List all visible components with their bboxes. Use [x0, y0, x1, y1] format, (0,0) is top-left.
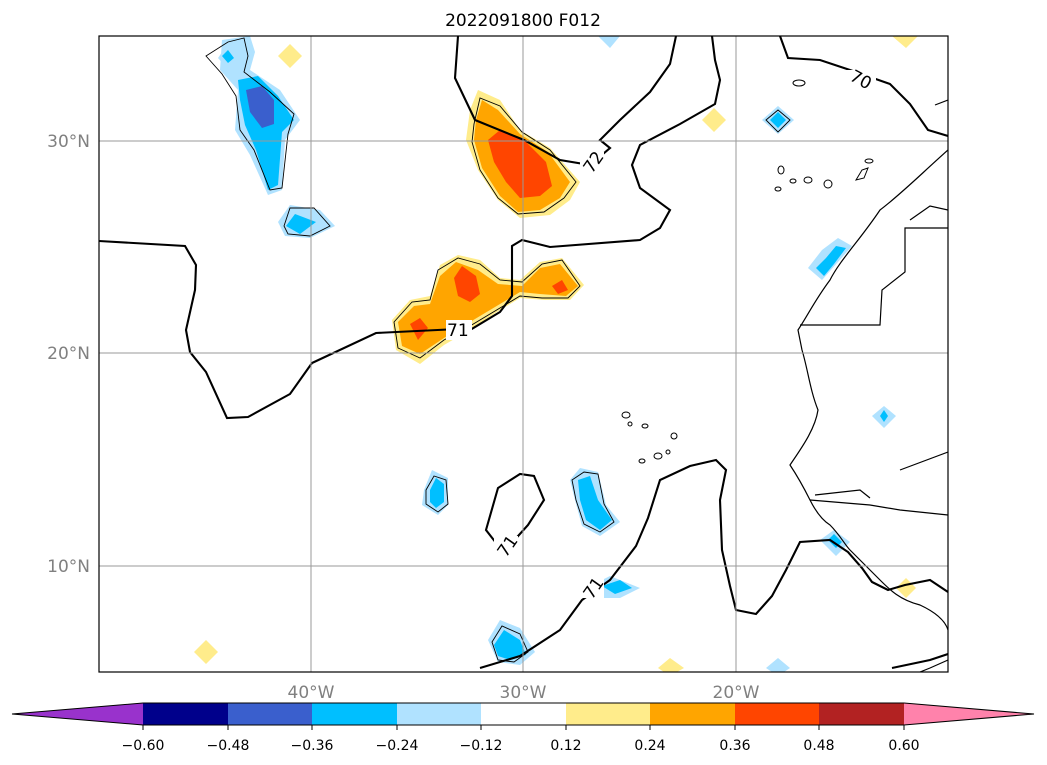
colorbar-tick-label: 0.24	[634, 738, 665, 754]
lat-labels: 10°N 20°N 30°N	[47, 132, 90, 577]
lon-label: 20°W	[713, 683, 760, 703]
colorbar-tick-label: −0.48	[207, 738, 250, 754]
colorbar-bin	[650, 703, 735, 725]
colorbar-tick-label: 0.12	[550, 738, 581, 754]
map-frame	[98, 35, 949, 673]
figure-title: 2022091800 F012	[445, 11, 601, 31]
colorbar-tick-label: −0.24	[376, 738, 419, 754]
colorbar-tick-label: −0.36	[291, 738, 334, 754]
colorbar-bin	[566, 703, 650, 725]
colorbar-extend-high	[904, 703, 1034, 725]
shading-cyan	[222, 50, 888, 660]
shading-red-orange	[410, 130, 568, 340]
colorbar-bin	[819, 703, 904, 725]
colorbar-tick-label: 0.48	[803, 738, 834, 754]
lon-labels: 40°W 30°W 20°W	[288, 683, 760, 703]
shading-royal-blue	[246, 86, 274, 128]
colorbar-bin	[312, 703, 397, 725]
lat-label: 10°N	[47, 557, 90, 577]
colorbar-bin	[143, 703, 228, 725]
lon-label: 40°W	[288, 683, 335, 703]
colorbar-tick-label: −0.12	[460, 738, 503, 754]
gridlines	[99, 36, 948, 672]
colorbar-tick-label: 0.36	[719, 738, 750, 754]
islands	[621, 79, 874, 464]
colorbar-tick-label: 0.60	[888, 738, 919, 754]
lat-label: 30°N	[47, 132, 90, 152]
colorbar-bin	[735, 703, 819, 725]
colorbar-tick-label: −0.60	[122, 738, 165, 754]
lon-label: 30°W	[500, 683, 547, 703]
colorbar-bin	[481, 703, 566, 725]
colorbar-extend-low	[12, 703, 143, 725]
colorbar-tick-labels: −0.60 −0.48 −0.36 −0.24 −0.12 0.12 0.24 …	[122, 738, 920, 754]
colorbar	[11, 702, 1035, 726]
coastlines	[789, 99, 948, 672]
colorbar-bin	[397, 703, 481, 725]
contour-label: 71	[447, 321, 469, 341]
map-area: 70 72 71 71 71	[99, 36, 948, 672]
colorbar-bin	[228, 703, 312, 725]
colorbar-ticks	[142, 725, 905, 730]
lat-label: 20°N	[47, 344, 90, 364]
